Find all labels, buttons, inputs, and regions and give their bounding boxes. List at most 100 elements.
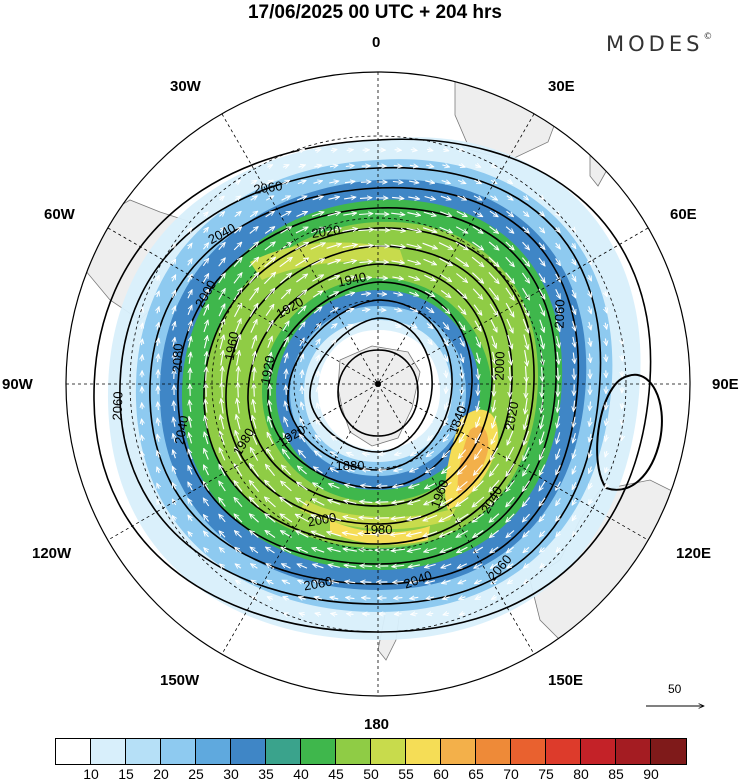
- wind-vector: [456, 289, 467, 299]
- wind-vector: [462, 369, 463, 379]
- wind-vector: [409, 308, 418, 313]
- wind-vector: [188, 515, 192, 522]
- wind-vector: [557, 335, 560, 348]
- wind-vector: [523, 530, 530, 538]
- wind-vector: [589, 306, 592, 313]
- wind-vector: [522, 447, 530, 460]
- wind-vector: [573, 400, 574, 412]
- contour-label: 2040: [172, 414, 192, 445]
- wind-vector: [265, 304, 274, 317]
- wind-vector: [410, 150, 417, 151]
- contour-label: 1960: [222, 330, 242, 361]
- wind-vector: [490, 180, 497, 183]
- wind-vector: [141, 451, 143, 456]
- wind-vector: [392, 565, 405, 566]
- wind-vector: [172, 466, 175, 475]
- wind-vector: [556, 227, 560, 233]
- wind-vector: [219, 335, 224, 350]
- wind-vector: [441, 305, 450, 313]
- wind-vector: [203, 305, 209, 316]
- wind-vector: [187, 466, 193, 475]
- wind-vector: [331, 436, 338, 441]
- wind-vector: [237, 351, 240, 366]
- wind-vector: [203, 482, 210, 491]
- reference-vector-label: 50: [668, 682, 682, 696]
- wind-vector: [473, 480, 484, 492]
- chart-title: 17/06/2025 00 UTC + 204 hrs: [247, 2, 503, 23]
- wind-vector: [394, 453, 402, 455]
- wind-vector: [506, 496, 515, 507]
- wind-vector: [314, 149, 321, 150]
- wind-vector: [299, 418, 305, 427]
- wind-vector: [443, 338, 448, 345]
- contour-label: 2000: [492, 351, 508, 380]
- colorbar-swatch: [371, 739, 406, 764]
- wind-vector: [422, 227, 437, 233]
- wind-vector: [188, 321, 191, 332]
- wind-vector: [391, 261, 405, 263]
- wind-vector: [312, 196, 324, 199]
- wind-vector: [220, 415, 225, 430]
- wind-vector: [522, 318, 528, 333]
- wind-vector: [157, 275, 160, 281]
- wind-vector: [460, 149, 465, 151]
- wind-vector: [311, 531, 326, 538]
- wind-vector: [248, 273, 258, 284]
- wind-vector: [423, 514, 438, 521]
- wind-vector: [359, 214, 373, 215]
- wind-vector: [526, 366, 527, 382]
- wind-vector: [407, 515, 422, 520]
- lon-label-60e: 60E: [670, 206, 697, 223]
- wind-vector: [237, 399, 239, 414]
- wind-vector: [314, 597, 323, 599]
- wind-vector: [422, 242, 438, 249]
- lon-label-120e: 120E: [676, 545, 712, 562]
- contour-label: 2000: [306, 510, 337, 530]
- contour-label: 2020: [502, 400, 522, 431]
- wind-vector: [234, 481, 243, 492]
- wind-vector: [573, 416, 575, 427]
- wind-vector: [281, 195, 291, 201]
- wind-vector: [267, 580, 274, 584]
- wind-vector: [283, 337, 289, 348]
- wind-vector: [461, 353, 464, 363]
- wind-vector: [443, 434, 450, 441]
- wind-vector: [297, 306, 306, 315]
- wind-vector: [267, 164, 272, 168]
- wind-vector: [219, 212, 224, 217]
- wind-vector: [556, 448, 561, 460]
- wind-vector: [522, 497, 531, 506]
- wind-vector: [605, 306, 607, 313]
- wind-vector: [525, 398, 527, 414]
- wind-vector: [174, 401, 175, 412]
- wind-vector: [572, 514, 576, 520]
- wind-vector: [589, 450, 592, 458]
- wind-vector: [394, 469, 403, 471]
- wind-vector: [218, 289, 225, 300]
- wind-vector: [318, 387, 319, 394]
- wind-vector: [254, 367, 255, 381]
- wind-vector: [409, 581, 420, 583]
- wind-vector: [505, 256, 515, 266]
- wind-vector: [558, 367, 559, 381]
- wind-vector: [572, 228, 575, 232]
- wind-vector: [525, 350, 528, 366]
- wind-vector: [280, 289, 291, 300]
- colorbar-swatch: [441, 739, 476, 764]
- wind-vector: [440, 547, 453, 553]
- wind-vector: [391, 213, 405, 215]
- wind-vector: [328, 565, 340, 568]
- wind-vector: [540, 447, 546, 460]
- wind-vector: [173, 306, 176, 315]
- wind-vector: [172, 275, 175, 282]
- wind-vector: [157, 418, 158, 426]
- wind-vector: [250, 447, 259, 461]
- wind-vector: [157, 451, 159, 458]
- wind-vector: [280, 211, 291, 218]
- wind-vector: [538, 288, 545, 299]
- wind-vector: [555, 304, 560, 315]
- wind-vector: [410, 452, 418, 456]
- wind-vector: [457, 305, 466, 315]
- colorbar-swatch: [476, 739, 511, 764]
- wind-vector: [312, 548, 325, 553]
